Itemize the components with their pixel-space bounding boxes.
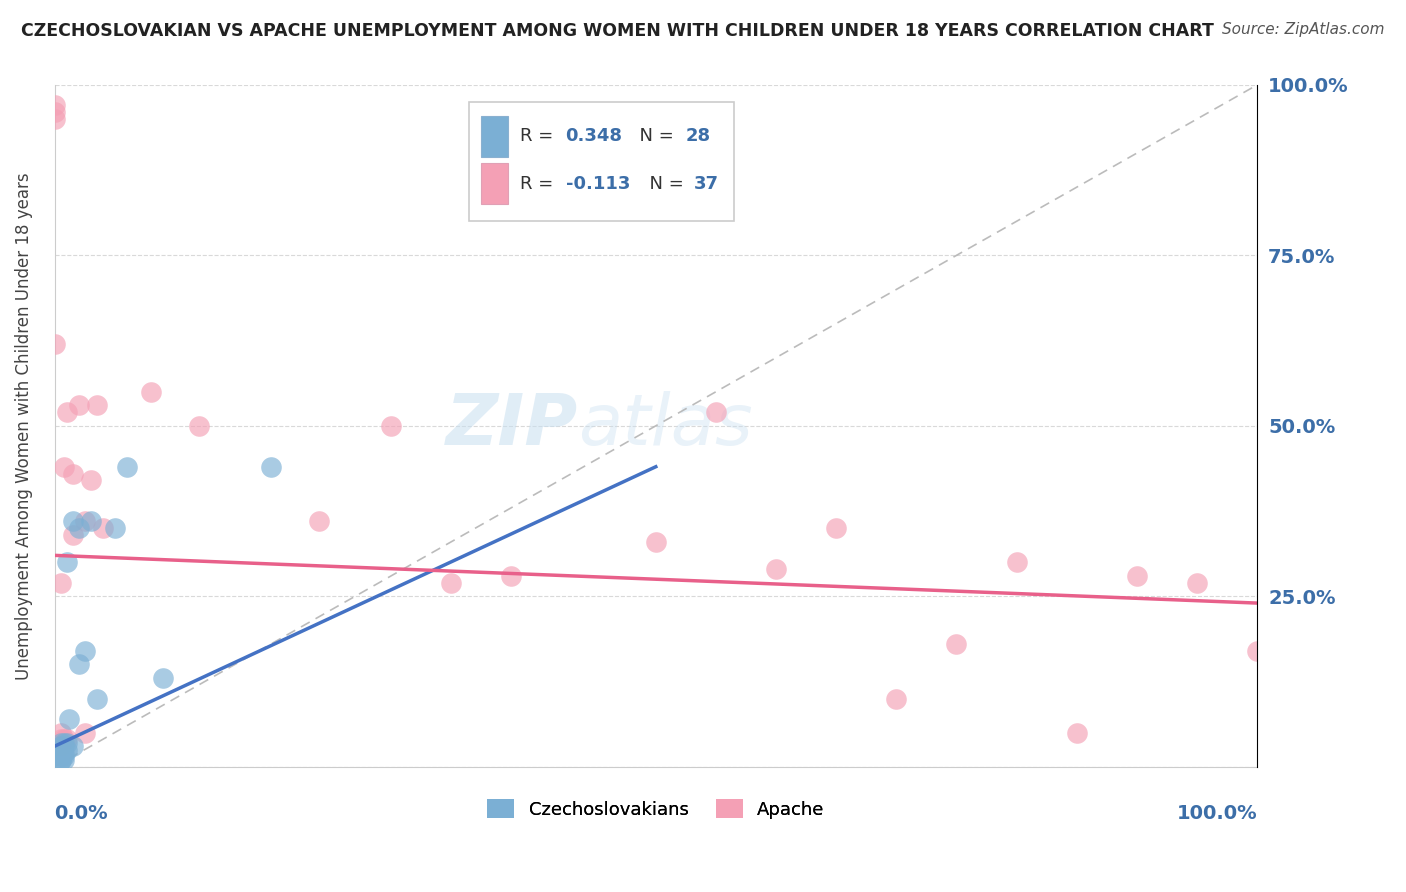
Point — [53, 459, 76, 474]
Point — [53, 736, 76, 750]
Point — [1185, 575, 1208, 590]
Point — [79, 474, 101, 488]
Point — [86, 691, 108, 706]
Point — [765, 562, 787, 576]
Text: N =: N = — [628, 127, 679, 145]
Point — [1246, 644, 1268, 658]
Point — [115, 459, 138, 474]
Point — [55, 555, 77, 569]
Point — [44, 105, 66, 120]
FancyBboxPatch shape — [470, 102, 734, 221]
Text: CZECHOSLOVAKIAN VS APACHE UNEMPLOYMENT AMONG WOMEN WITH CHILDREN UNDER 18 YEARS : CZECHOSLOVAKIAN VS APACHE UNEMPLOYMENT A… — [21, 22, 1213, 40]
Point — [62, 467, 84, 481]
Point — [79, 514, 101, 528]
Text: 28: 28 — [686, 127, 711, 145]
Text: 0.348: 0.348 — [565, 127, 623, 145]
Text: 0.0%: 0.0% — [55, 805, 108, 823]
Point — [49, 732, 72, 747]
Point — [53, 753, 76, 767]
Point — [49, 739, 72, 754]
Point — [49, 739, 72, 754]
Point — [67, 657, 90, 672]
Point — [104, 521, 127, 535]
Point — [55, 742, 77, 756]
Point — [55, 732, 77, 747]
Text: 37: 37 — [695, 175, 720, 193]
Text: 100.0%: 100.0% — [1177, 805, 1257, 823]
Point — [53, 746, 76, 760]
Point — [53, 732, 76, 747]
Point — [49, 753, 72, 767]
Point — [1066, 725, 1088, 739]
Point — [62, 514, 84, 528]
Point — [67, 398, 90, 412]
Point — [62, 739, 84, 754]
Point — [44, 337, 66, 351]
Text: -0.113: -0.113 — [565, 175, 630, 193]
Point — [49, 736, 72, 750]
Point — [501, 569, 523, 583]
Legend: Czechoslovakians, Apache: Czechoslovakians, Apache — [479, 792, 832, 826]
Point — [58, 712, 80, 726]
Point — [1126, 569, 1149, 583]
Point — [44, 112, 66, 126]
Point — [49, 742, 72, 756]
FancyBboxPatch shape — [481, 116, 508, 156]
Point — [440, 575, 463, 590]
Text: R =: R = — [520, 175, 560, 193]
Point — [49, 725, 72, 739]
Point — [49, 753, 72, 767]
Point — [49, 746, 72, 760]
FancyBboxPatch shape — [481, 163, 508, 204]
Point — [260, 459, 283, 474]
Point — [53, 739, 76, 754]
Point — [44, 98, 66, 112]
Point — [704, 405, 727, 419]
Point — [825, 521, 848, 535]
Point — [67, 521, 90, 535]
Text: ZIP: ZIP — [446, 392, 578, 460]
Y-axis label: Unemployment Among Women with Children Under 18 years: Unemployment Among Women with Children U… — [15, 172, 32, 680]
Point — [62, 528, 84, 542]
Text: N =: N = — [638, 175, 689, 193]
Point — [73, 644, 96, 658]
Text: Source: ZipAtlas.com: Source: ZipAtlas.com — [1222, 22, 1385, 37]
Point — [945, 637, 967, 651]
Point — [139, 384, 162, 399]
Point — [55, 736, 77, 750]
Point — [884, 691, 907, 706]
Point — [49, 746, 72, 760]
Text: R =: R = — [520, 127, 560, 145]
Point — [1005, 555, 1028, 569]
Point — [55, 405, 77, 419]
Point — [73, 725, 96, 739]
Point — [49, 575, 72, 590]
Point — [187, 418, 209, 433]
Point — [308, 514, 330, 528]
Point — [91, 521, 114, 535]
Point — [152, 671, 174, 685]
Point — [644, 534, 666, 549]
Point — [49, 749, 72, 764]
Point — [86, 398, 108, 412]
Point — [53, 749, 76, 764]
Point — [73, 514, 96, 528]
Point — [380, 418, 402, 433]
Text: atlas: atlas — [578, 392, 752, 460]
